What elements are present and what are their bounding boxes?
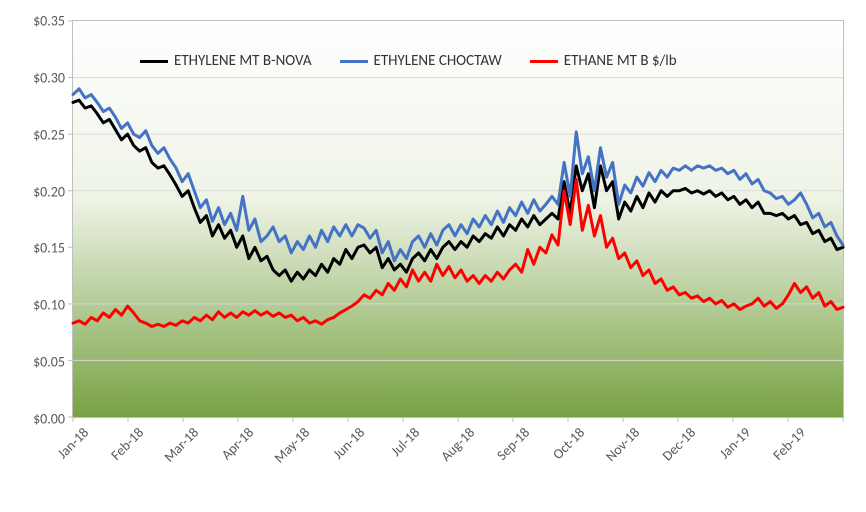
legend-item: ETHYLENE MT B-NOVA bbox=[140, 52, 312, 70]
x-tick-label: Jan-19 bbox=[711, 420, 753, 462]
x-tick-label: Oct-18 bbox=[545, 420, 588, 463]
y-tick-label: $0.25 bbox=[33, 126, 73, 143]
x-tick-label: Feb-19 bbox=[765, 420, 809, 464]
x-tick-label: Apr-18 bbox=[214, 420, 257, 463]
x-tick-label: Jul-18 bbox=[383, 420, 423, 460]
x-tick-label: Dec-18 bbox=[654, 420, 699, 465]
y-tick-label: $0.30 bbox=[33, 69, 73, 86]
y-tick-label: $0.20 bbox=[33, 183, 73, 200]
x-tick-label: Nov-18 bbox=[598, 420, 643, 465]
y-tick-label: $0.15 bbox=[33, 240, 73, 257]
y-tick-label: $0.35 bbox=[33, 13, 73, 30]
x-tick-label: Jun-18 bbox=[325, 420, 368, 463]
legend: ETHYLENE MT B-NOVA ETHYLENE CHOCTAW ETHANE… bbox=[140, 52, 677, 70]
plot-area: $0.00$0.05$0.10$0.15$0.20$0.25$0.30$0.35… bbox=[72, 20, 844, 418]
x-tick-label: May-18 bbox=[266, 420, 313, 467]
x-tick-label: Aug-18 bbox=[433, 420, 478, 465]
x-tick-label: Mar-18 bbox=[157, 420, 203, 466]
legend-item: ETHANE MT B $/lb bbox=[530, 52, 677, 70]
legend-label: ETHYLENE MT B-NOVA bbox=[174, 52, 312, 70]
legend-swatch bbox=[140, 60, 168, 63]
y-tick-label: $0.00 bbox=[33, 411, 73, 428]
x-tick-label: Sep-18 bbox=[489, 420, 533, 464]
legend-swatch bbox=[340, 60, 368, 63]
y-tick-label: $0.10 bbox=[33, 297, 73, 314]
legend-swatch bbox=[530, 60, 558, 63]
y-tick-label: $0.05 bbox=[33, 354, 73, 371]
legend-label: ETHANE MT B $/lb bbox=[564, 52, 677, 70]
x-tick-label: Feb-18 bbox=[103, 420, 147, 464]
legend-item: ETHYLENE CHOCTAW bbox=[340, 52, 502, 70]
plot-svg bbox=[73, 21, 843, 417]
legend-label: ETHYLENE CHOCTAW bbox=[374, 52, 502, 70]
price-chart: $0.00 $0.05 $0.10 $0.15 $0.20 $0.25 $0.30 $0.35… bbox=[0, 0, 866, 512]
